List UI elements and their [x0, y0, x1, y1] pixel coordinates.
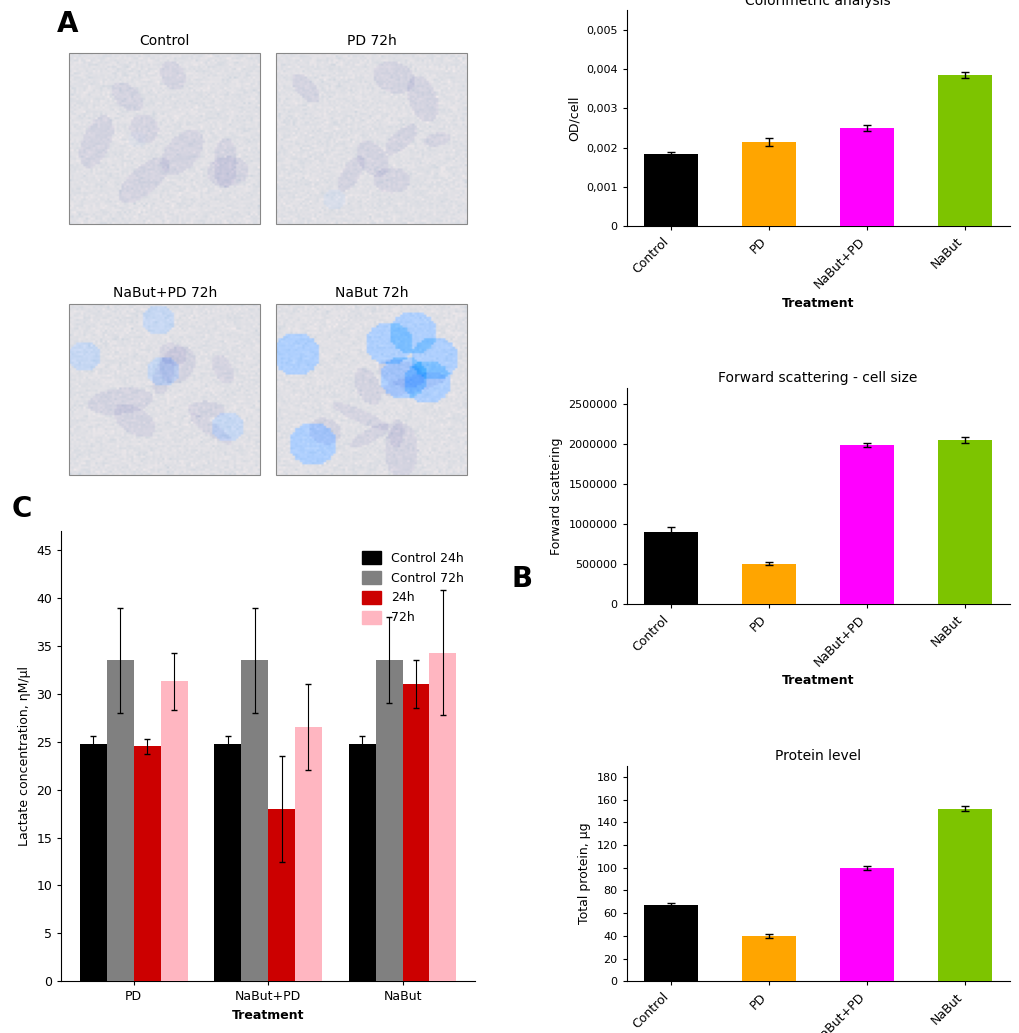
Text: C: C	[11, 495, 32, 523]
Bar	[840, 868, 894, 981]
Bar	[276, 305, 467, 475]
Bar	[160, 682, 187, 981]
Bar	[403, 684, 429, 981]
Bar	[133, 747, 160, 981]
Text: A: A	[57, 10, 78, 38]
Bar	[840, 445, 894, 603]
Bar	[107, 660, 133, 981]
Bar	[742, 936, 795, 981]
Bar	[937, 75, 991, 226]
Y-axis label: Lactate concentration, ηM/µl: Lactate concentration, ηM/µl	[17, 666, 31, 846]
X-axis label: Treatment: Treatment	[231, 1009, 304, 1022]
Text: PD 72h: PD 72h	[346, 34, 396, 49]
Bar	[643, 154, 697, 226]
X-axis label: Treatment: Treatment	[782, 675, 854, 687]
Bar	[79, 744, 107, 981]
Title: SA-β-Gal pH 6.0
Colorimetric analysis: SA-β-Gal pH 6.0 Colorimetric analysis	[745, 0, 891, 8]
Text: NaBut+PD 72h: NaBut+PD 72h	[112, 285, 217, 300]
Text: B: B	[512, 565, 532, 593]
Bar	[294, 727, 322, 981]
Y-axis label: Forward scattering: Forward scattering	[549, 437, 562, 555]
Bar	[242, 660, 268, 981]
Text: NaBut 72h: NaBut 72h	[334, 285, 408, 300]
Bar	[429, 653, 455, 981]
Bar	[375, 660, 403, 981]
Bar	[742, 564, 795, 603]
Bar	[840, 128, 894, 226]
Bar	[268, 809, 294, 981]
Bar	[937, 440, 991, 603]
Bar	[69, 305, 260, 475]
Bar	[69, 53, 260, 224]
Bar	[276, 53, 467, 224]
Bar	[214, 744, 242, 981]
Bar	[643, 905, 697, 981]
Title: Protein level: Protein level	[774, 749, 860, 763]
Title: Forward scattering - cell size: Forward scattering - cell size	[717, 372, 917, 385]
Bar	[937, 809, 991, 981]
Bar	[643, 532, 697, 603]
Legend: Control 24h, Control 72h, 24h, 72h: Control 24h, Control 72h, 24h, 72h	[357, 546, 469, 629]
X-axis label: Treatment: Treatment	[782, 296, 854, 310]
Text: Control: Control	[140, 34, 190, 49]
Y-axis label: OD/cell: OD/cell	[567, 95, 580, 140]
Y-axis label: Total protein, µg: Total protein, µg	[578, 822, 590, 925]
Bar	[742, 142, 795, 226]
Bar	[348, 744, 375, 981]
